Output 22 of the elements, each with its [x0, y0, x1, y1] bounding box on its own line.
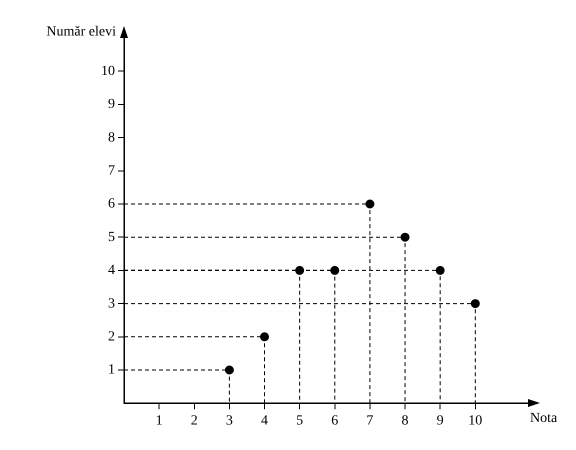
y-tick-label: 5: [108, 230, 115, 245]
y-tick-label: 7: [108, 163, 115, 178]
y-tick-label: 4: [108, 263, 115, 278]
y-axis-title: Număr elevi: [46, 24, 116, 40]
x-tick-label: 1: [156, 413, 163, 428]
y-tick-label: 8: [108, 130, 115, 146]
x-tick-label: 8: [402, 413, 409, 428]
y-tick-label: 3: [108, 296, 115, 312]
x-tick-label: 4: [261, 413, 268, 428]
x-tick-label: 7: [366, 413, 374, 428]
y-tick-label: 9: [108, 97, 115, 112]
y-tick-label: 2: [108, 329, 115, 344]
y-tick-label: 6: [108, 196, 115, 212]
x-tick-label: 9: [436, 413, 444, 428]
x-tick-label: 5: [296, 413, 304, 428]
x-tick-label: 10: [468, 413, 482, 428]
x-tick-label: 6: [331, 413, 338, 428]
x-tick-label: 3: [226, 413, 233, 428]
x-tick-label: 2: [190, 413, 198, 428]
y-tick-label: 1: [108, 362, 115, 378]
x-axis-title: Nota: [530, 410, 558, 426]
y-tick-label: 10: [101, 64, 115, 79]
